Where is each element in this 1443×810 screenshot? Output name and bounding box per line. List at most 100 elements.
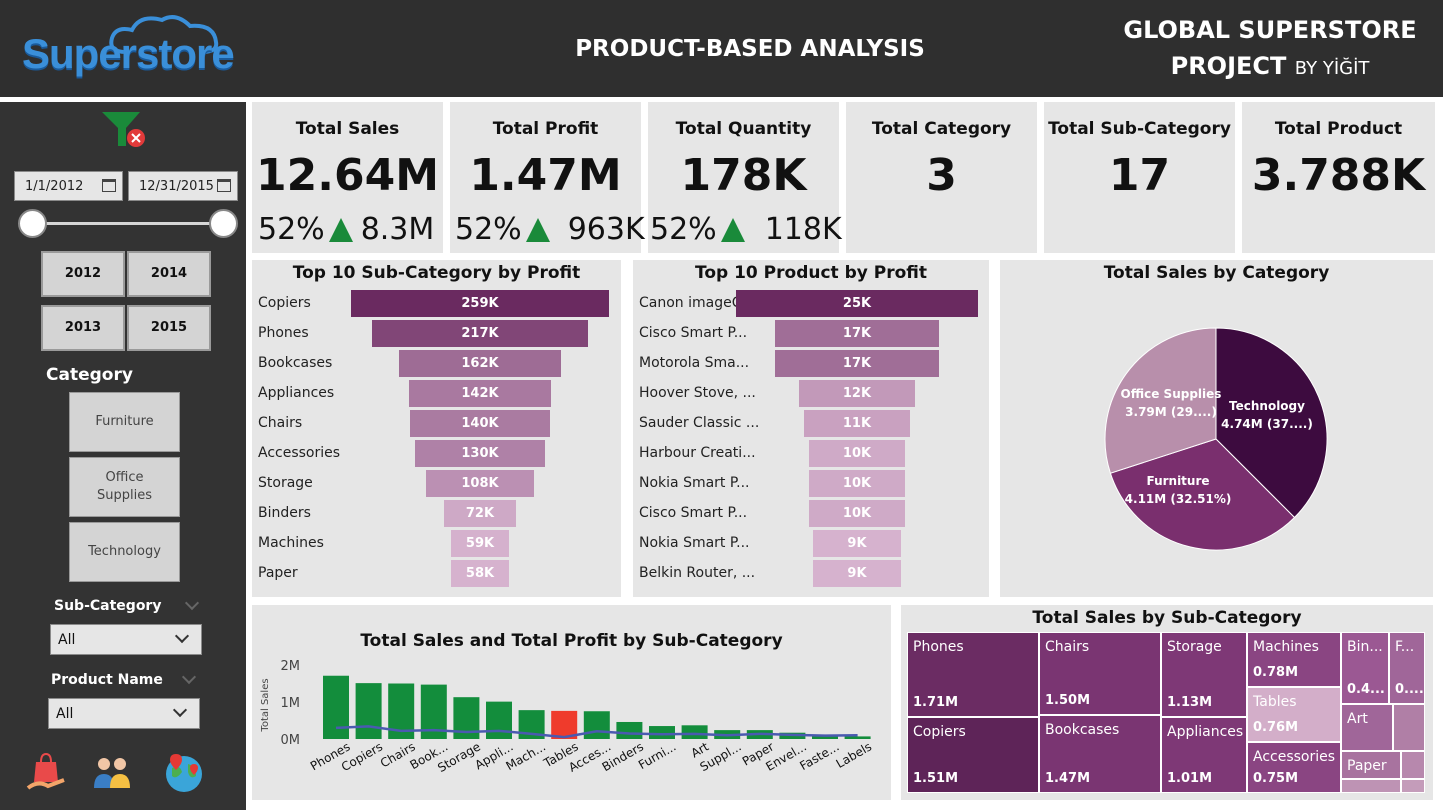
pie-slice-furniture[interactable] (1109, 438, 1296, 551)
subcategory-funnel-bar[interactable]: 162K (399, 350, 561, 377)
sales-bar[interactable] (616, 721, 643, 739)
treemap-cell-value: 0.75M (1253, 771, 1299, 786)
product-funnel-bar[interactable]: 25K (736, 290, 978, 317)
treemap-cell[interactable]: Phones 1.71M (907, 632, 1039, 717)
treemap-cell[interactable]: Storage 1.13M (1161, 632, 1247, 717)
treemap-cell-value: 0.76M (1253, 720, 1299, 735)
treemap-cell[interactable]: Machines 0.78M (1247, 632, 1341, 687)
product-funnel-bar[interactable]: 10K (808, 500, 906, 527)
treemap-cell-value: 1.71M (913, 695, 959, 710)
product-funnel-bar[interactable]: 17K (774, 350, 940, 377)
treemap-cell-value: 1.01M (1167, 771, 1213, 786)
sales-bar[interactable] (486, 701, 512, 739)
product-funnel-bar[interactable]: 12K (798, 380, 916, 407)
clear-filters-icon[interactable] (100, 110, 148, 150)
start-date-input[interactable]: 1/1/2012 (14, 171, 123, 201)
subcategory-funnel-label: Accessories (258, 445, 341, 461)
treemap-cell[interactable] (1401, 779, 1425, 793)
sales-bar[interactable] (355, 683, 382, 739)
year-2012-button[interactable]: 2012 (41, 251, 125, 297)
up-arrow-icon (328, 217, 353, 242)
year-2014-button[interactable]: 2014 (127, 251, 211, 297)
sales-bar[interactable] (323, 675, 349, 739)
sales-bar[interactable] (583, 711, 610, 739)
product-name-dropdown[interactable]: All (48, 698, 200, 729)
treemap-cell-name: Paper (1347, 758, 1387, 774)
subcategory-label: Sub-Category (54, 598, 162, 614)
treemap-cell[interactable]: Bin... 0.4... (1341, 632, 1389, 704)
subcategory-funnel-bar[interactable]: 217K (371, 320, 589, 347)
date-range-slider[interactable] (32, 222, 222, 225)
product-funnel-label: Hoover Stove, ... (639, 385, 756, 401)
treemap-cell[interactable]: Bookcases 1.47M (1039, 715, 1161, 793)
slider-handle-end[interactable] (209, 209, 238, 238)
treemap-cell[interactable]: Chairs 1.50M (1039, 632, 1161, 715)
year-2015-button[interactable]: 2015 (127, 305, 211, 351)
subcategory-dropdown[interactable]: All (50, 624, 202, 655)
treemap-cell-name: Bin... (1347, 639, 1383, 655)
sales-bar[interactable] (681, 725, 708, 739)
product-funnel-bar[interactable]: 11K (803, 410, 911, 437)
subcategory-funnel-bar[interactable]: 72K (444, 500, 516, 527)
treemap-cell-value: 1.47M (1045, 771, 1091, 786)
shopping-bag-icon[interactable] (26, 752, 66, 792)
category-office-supplies-button[interactable]: Office Supplies (69, 457, 180, 517)
pie-data-label: 3.79M (29....) (1125, 405, 1217, 419)
treemap-cell-value: 0.... (1395, 682, 1424, 697)
category-technology-button[interactable]: Technology (69, 522, 180, 582)
subcategory-funnel-bar[interactable]: 58K (451, 560, 509, 587)
page-title: PRODUCT-BASED ANALYSIS (575, 36, 925, 62)
pie-svg: Technology 4.74M (37....) Furniture 4.11M (… (1104, 327, 1328, 551)
globe-location-icon[interactable] (162, 750, 206, 794)
y-tick-label: 0M (281, 733, 301, 748)
team-icon[interactable] (92, 752, 132, 792)
product-funnel-bar[interactable]: 10K (808, 440, 906, 467)
pie-slice-office-supplies[interactable] (1104, 327, 1217, 474)
subcategory-funnel-bar[interactable]: 59K (450, 530, 510, 557)
product-funnel-label: Cisco Smart P... (639, 505, 748, 521)
kpi-total-profit: Total Profit 1.47M 52% 963K (450, 102, 645, 253)
top-product-profit-chart: Top 10 Product by Profit Canon imageC...… (633, 260, 989, 597)
sales-bar[interactable] (812, 736, 838, 739)
calendar-icon[interactable] (102, 179, 116, 192)
profit-line[interactable] (335, 725, 858, 739)
treemap-cell[interactable] (1341, 779, 1401, 793)
treemap-cell[interactable] (1401, 751, 1425, 779)
pie-slice-technology[interactable] (1215, 327, 1328, 519)
treemap-cell[interactable]: Accessories 0.75M (1247, 742, 1341, 793)
treemap-cell[interactable]: F... 0.... (1389, 632, 1425, 704)
cloud-icon (109, 15, 219, 54)
end-date-input[interactable]: 12/31/2015 (128, 171, 238, 201)
subcategory-funnel-bar[interactable]: 130K (415, 440, 545, 467)
subcategory-funnel-label: Chairs (258, 415, 303, 431)
year-2013-button[interactable]: 2013 (41, 305, 125, 351)
subcategory-funnel-label: Appliances (258, 385, 335, 401)
pie-data-label: Furniture (1146, 474, 1209, 488)
y-tick-label: 2M (281, 659, 301, 674)
sales-by-subcategory-treemap: Total Sales by Sub-Category Phones 1.71M C… (901, 605, 1433, 800)
sales-bar[interactable] (649, 726, 675, 739)
treemap-cell[interactable] (1393, 704, 1425, 751)
sales-bar[interactable] (844, 736, 871, 739)
treemap-cell[interactable]: Appliances 1.01M (1161, 717, 1247, 793)
product-funnel-bar[interactable]: 9K (813, 560, 901, 587)
slider-handle-start[interactable] (18, 209, 47, 238)
calendar-icon[interactable] (217, 179, 231, 192)
subcategory-funnel-bar[interactable]: 259K (351, 290, 609, 317)
product-funnel-bar[interactable]: 17K (774, 320, 940, 347)
treemap-cell[interactable]: Art (1341, 704, 1393, 751)
subcategory-funnel-label: Phones (258, 325, 309, 341)
treemap-cell[interactable]: Copiers 1.51M (907, 717, 1039, 793)
treemap-cell[interactable]: Paper (1341, 751, 1401, 779)
subcategory-funnel-bar[interactable]: 140K (410, 410, 550, 437)
product-funnel-bar[interactable]: 9K (813, 530, 901, 557)
treemap-cell[interactable]: Tables 0.76M (1247, 687, 1341, 742)
subcategory-funnel-bar[interactable]: 108K (426, 470, 534, 497)
category-furniture-button[interactable]: Furniture (69, 392, 180, 452)
product-funnel-bar[interactable]: 10K (808, 470, 906, 497)
sales-profit-combo-chart: Total Sales and Total Profit by Sub-Cate… (252, 605, 891, 800)
treemap-cell-name: Chairs (1045, 639, 1090, 655)
subcategory-funnel-bar[interactable]: 142K (409, 380, 551, 407)
product-funnel-label: Harbour Creati... (639, 445, 756, 461)
kpi-total-quantity: Total Quantity 178K 52% 118K (648, 102, 842, 253)
